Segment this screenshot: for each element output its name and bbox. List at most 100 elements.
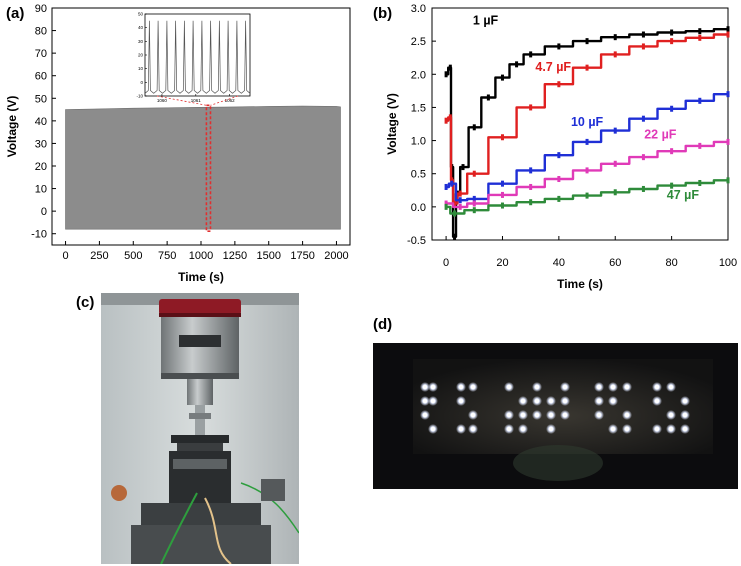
- voltage-band: [65, 105, 341, 230]
- series-4: [444, 177, 730, 217]
- series-point-0-9: [515, 61, 519, 68]
- x-tick-label-a-1: 250: [90, 250, 108, 262]
- inset-y-tick-label-0: -10: [136, 94, 143, 99]
- series-point-4-7: [613, 189, 617, 196]
- series-label-1: 4.7 µF: [535, 60, 571, 74]
- series-point-4-4: [529, 199, 533, 206]
- series-point-0-12: [585, 38, 589, 45]
- y-tick-label-a-0: -10: [31, 229, 47, 241]
- y-tick-label-a-1: 0: [41, 206, 47, 218]
- series-point-2-7: [585, 138, 589, 145]
- inset-y-tick-label-4: 30: [138, 39, 144, 44]
- y-tick-label-a-4: 30: [35, 138, 47, 150]
- x-tick-label-b-2: 40: [553, 257, 565, 269]
- series-point-2-5: [529, 167, 533, 174]
- apparatus-photo: [101, 293, 299, 564]
- led-core-23: [548, 426, 554, 432]
- inset-y-tick-label-5: 40: [138, 25, 144, 30]
- led-core-39: [668, 384, 674, 390]
- led-core-43: [682, 412, 688, 418]
- series-point-0-7: [486, 94, 490, 101]
- led-core-5: [430, 426, 436, 432]
- x-tick-label-a-5: 1250: [223, 250, 247, 262]
- led-core-3: [430, 384, 436, 390]
- y-tick-label-b-5: 2.0: [411, 69, 426, 81]
- series-point-1-11: [641, 43, 645, 50]
- led-core-44: [682, 426, 688, 432]
- series-point-0-5: [461, 164, 465, 171]
- led-core-13: [506, 412, 512, 418]
- y-tick-label-b-1: 0.0: [411, 202, 426, 214]
- series-point-1-14: [726, 31, 730, 38]
- led-core-30: [610, 384, 616, 390]
- x-tick-label-b-0: 0: [443, 257, 449, 269]
- y-tick-label-a-2: 10: [35, 184, 47, 196]
- series-point-0-1: [448, 64, 452, 71]
- series-point-4-9: [670, 182, 674, 189]
- x-axis-label-b: Time (s): [557, 277, 603, 291]
- y-tick-label-b-7: 3.0: [411, 3, 426, 15]
- led-core-2: [422, 412, 428, 418]
- led-core-10: [470, 412, 476, 418]
- series-point-4-8: [641, 185, 645, 192]
- series-point-1-5: [472, 170, 476, 177]
- series-point-0-14: [641, 31, 645, 38]
- led-core-35: [624, 426, 630, 432]
- y-tick-label-b-4: 1.5: [411, 102, 426, 114]
- x-tick-label-a-7: 1750: [290, 250, 314, 262]
- chart-b: 0 20 40 60 80 100 -0.5 0.0 0.5 1.0 1.5 2.0 2.5 3.0 Tim…: [385, 3, 737, 291]
- series-point-1-13: [698, 34, 702, 41]
- led-illustration: [373, 343, 738, 489]
- y-tick-label-a-8: 70: [35, 48, 47, 60]
- led-core-22: [548, 412, 554, 418]
- series-point-3-11: [726, 138, 730, 145]
- series-point-1-3: [453, 200, 457, 207]
- series-label-0: 1 µF: [473, 14, 499, 28]
- x-tick-label-b-4: 80: [665, 257, 677, 269]
- y-tick-label-a-5: 40: [35, 116, 47, 128]
- series-label-2: 10 µF: [571, 115, 604, 129]
- series-point-4-10: [698, 179, 702, 186]
- led-core-7: [458, 398, 464, 404]
- led-core-26: [562, 412, 568, 418]
- led-core-24: [562, 384, 568, 390]
- series-point-3-9: [670, 148, 674, 155]
- series-point-3-7: [613, 160, 617, 167]
- series-point-3-10: [698, 142, 702, 149]
- series-point-1-9: [585, 64, 589, 71]
- y-tick-label-a-6: 50: [35, 93, 47, 105]
- inset-frame: [144, 13, 251, 97]
- inset-y-tick-label-2: 10: [138, 66, 144, 71]
- led-core-28: [596, 398, 602, 404]
- series-label-3: 22 µF: [644, 128, 677, 142]
- series-point-4-1: [453, 210, 457, 217]
- series-point-3-6: [585, 167, 589, 174]
- apparatus-illustration: [101, 293, 299, 564]
- series-point-4-11: [726, 177, 730, 184]
- x-tick-label-b-5: 100: [719, 257, 737, 269]
- series-point-2-3: [472, 195, 476, 202]
- x-axis-label-a: Time (s): [178, 270, 224, 284]
- inset-peaks: [144, 20, 251, 94]
- series-point-2-2: [458, 197, 462, 204]
- led-core-17: [520, 426, 526, 432]
- x-tick-label-a-4: 1000: [189, 250, 213, 262]
- series-point-2-9: [641, 115, 645, 122]
- panel-label-b: (b): [373, 5, 393, 22]
- inset-x-tick-label-1: 1061: [191, 98, 202, 103]
- led-core-6: [458, 384, 464, 390]
- series-point-0-0: [444, 71, 448, 78]
- series-3: [444, 138, 730, 210]
- series-point-0-17: [726, 26, 730, 33]
- series-point-0-3: [453, 233, 457, 240]
- y-axis-label-a: Voltage (V): [5, 96, 19, 158]
- series-point-1-4: [458, 190, 462, 197]
- series-point-2-0: [444, 183, 448, 190]
- panel-label-a: (a): [6, 5, 25, 22]
- series-1: [444, 31, 730, 207]
- led-core-34: [624, 412, 630, 418]
- x-tick-label-a-6: 1500: [256, 250, 280, 262]
- x-tick-label-a-8: 2000: [324, 250, 348, 262]
- series-point-0-11: [557, 43, 561, 50]
- y-axis-label-b: Voltage (V): [385, 93, 399, 155]
